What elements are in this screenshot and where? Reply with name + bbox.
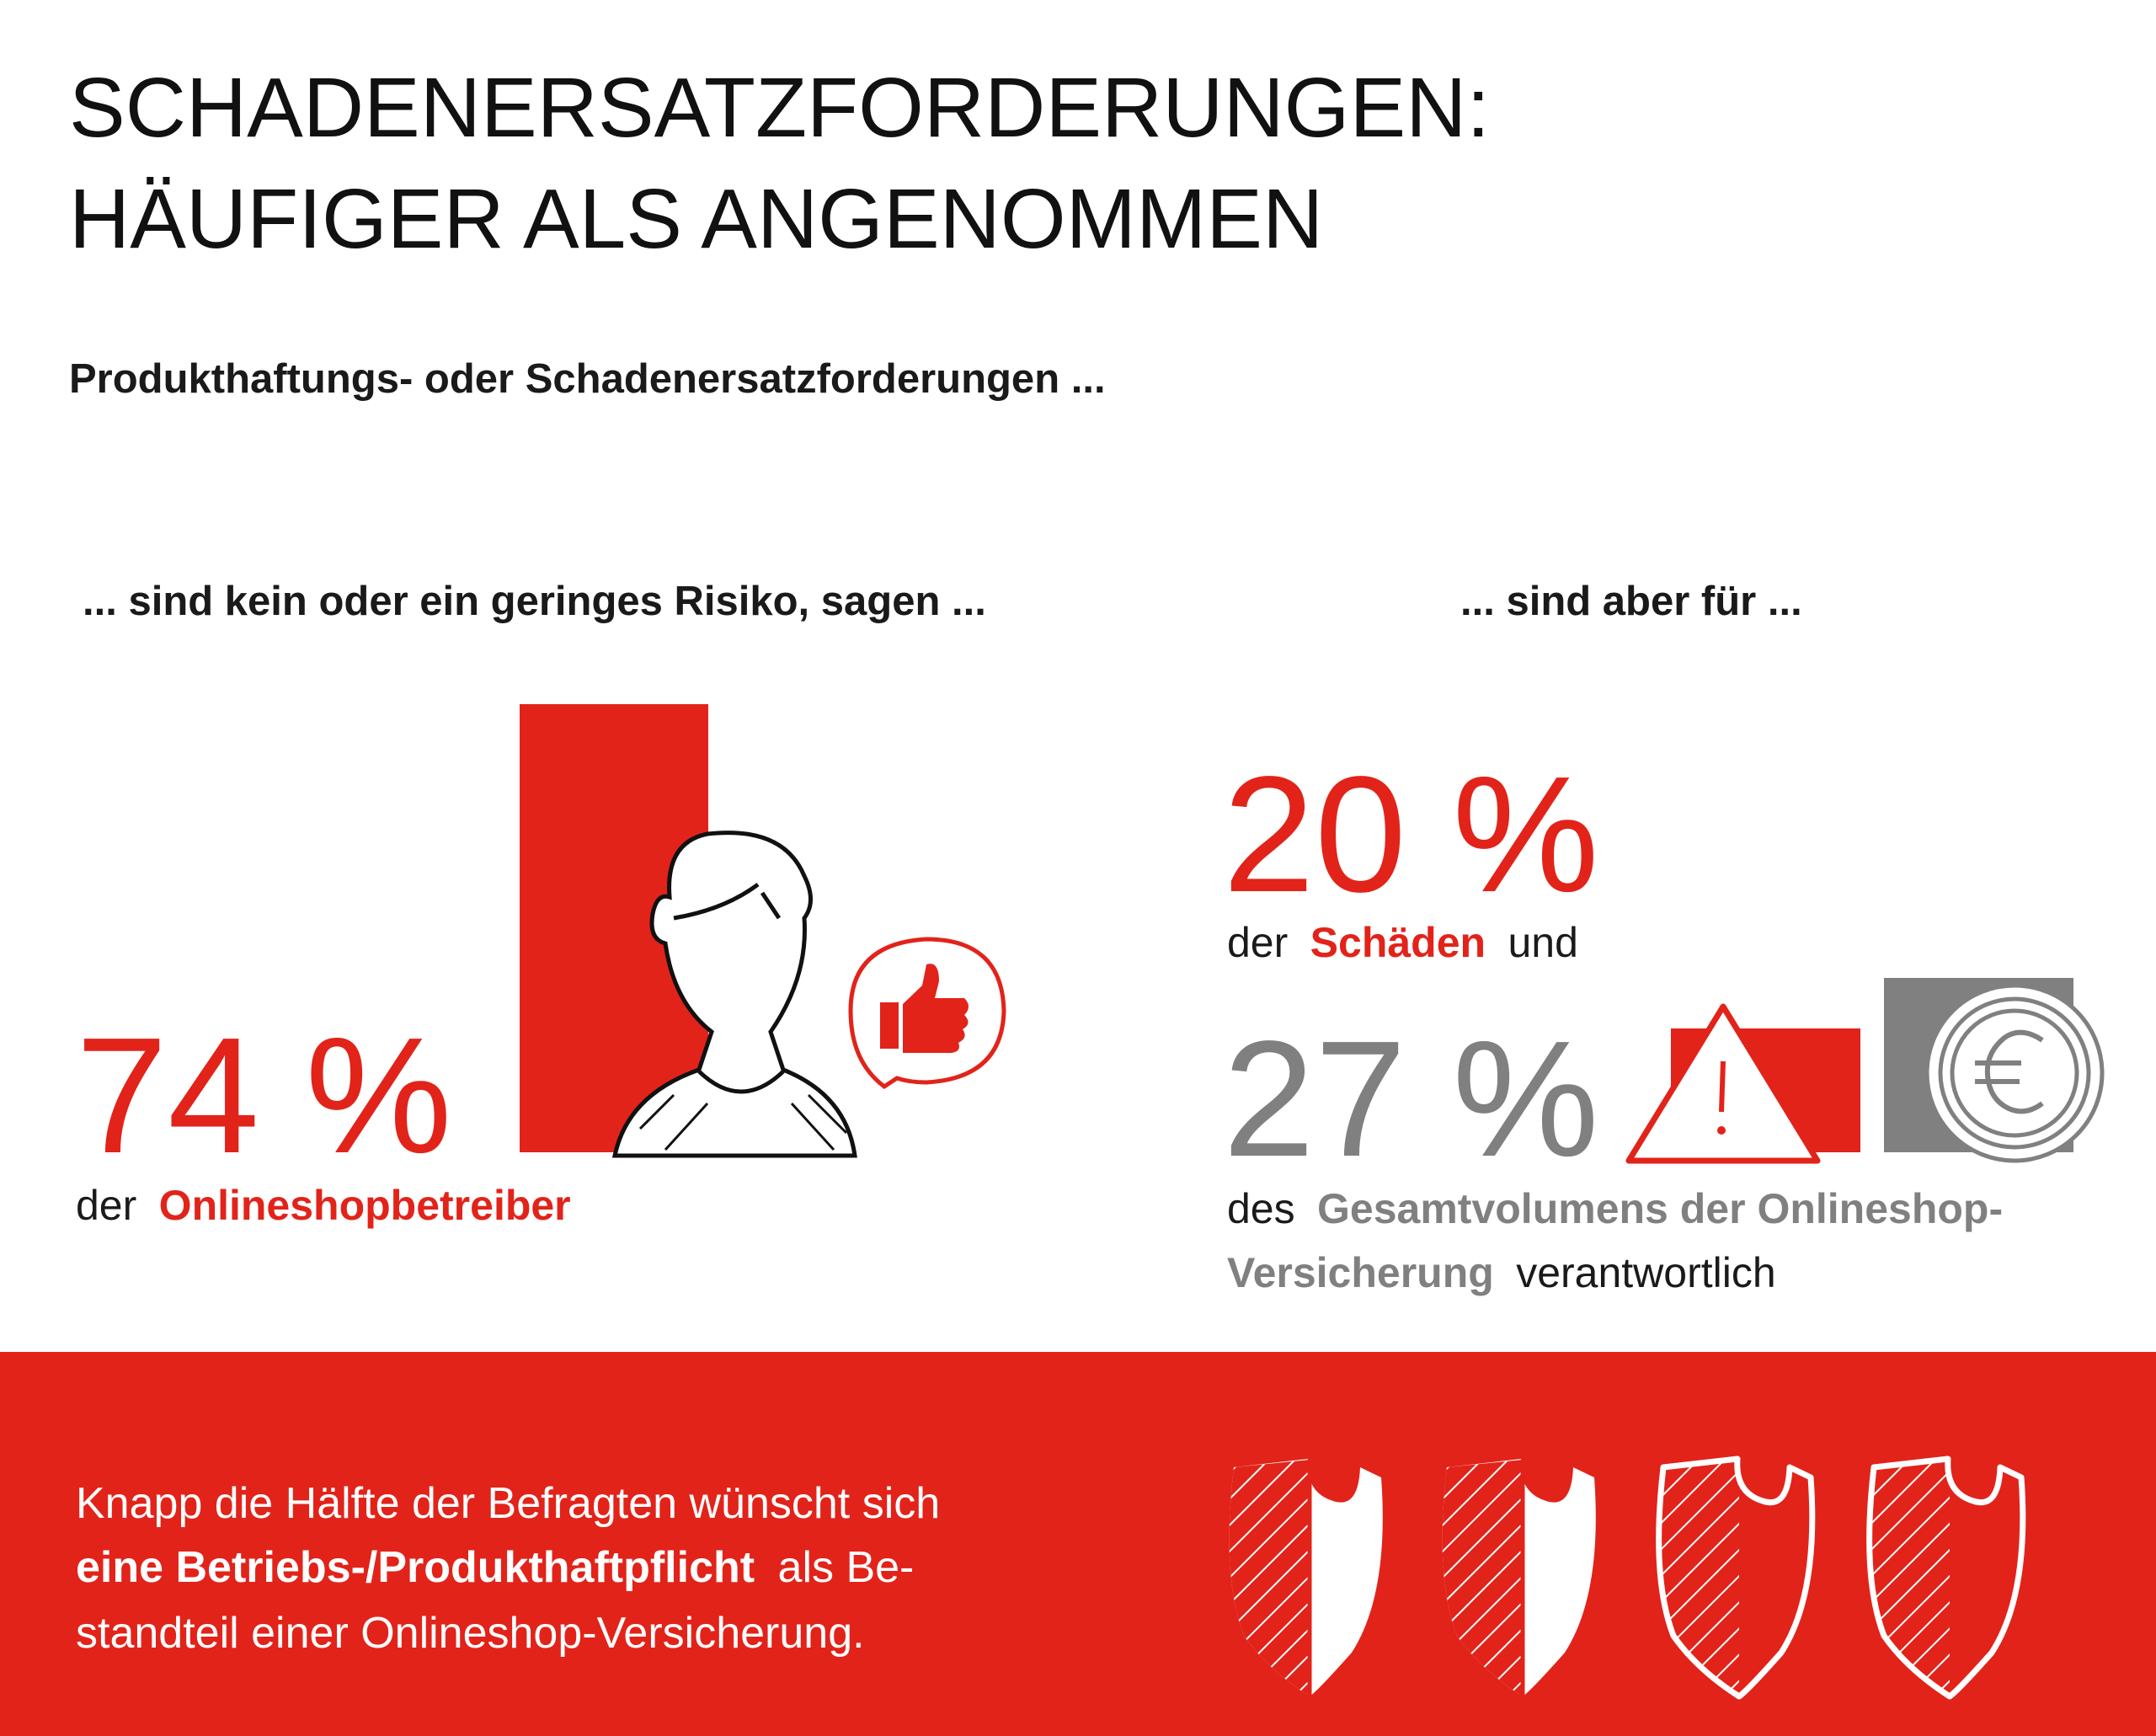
stat-27: 27 % <box>1223 1007 1599 1191</box>
caption-text: und <box>1508 919 1577 966</box>
caption-text: der <box>1227 919 1288 966</box>
footer-text: als Be- <box>778 1543 915 1592</box>
caption-highlight: Versicherung <box>1227 1249 1494 1296</box>
right-heading: ... sind aber für ... <box>1460 579 1802 624</box>
stat-20: 20 % <box>1223 742 1599 927</box>
footer-line: eine Betriebs-/Produkthaftpflicht als Be… <box>76 1543 914 1592</box>
right-caption-2: Versicherung verantwortlich <box>1227 1249 1776 1296</box>
title-line: SCHADENERSATZFORDERUNGEN: <box>69 61 1490 155</box>
left-heading: ... sind kein oder ein geringes Risiko, … <box>83 579 986 624</box>
caption-text: der <box>76 1182 136 1229</box>
stat-74: 74 % <box>76 1003 452 1188</box>
caption-text: verantwortlich <box>1516 1249 1775 1296</box>
warning-icon <box>1625 1003 1821 1164</box>
footer-highlight: eine Betriebs-/Produkthaftpflicht <box>76 1543 755 1592</box>
footer-line: Knapp die Hälfte der Befragten wünscht s… <box>76 1479 940 1528</box>
caption-highlight: Schäden <box>1310 919 1486 966</box>
right-caption-1: der Schäden und <box>1227 919 1578 966</box>
person-icon <box>611 831 857 1158</box>
footer-band <box>0 1352 2156 1736</box>
euro-coin-icon <box>1924 983 2105 1163</box>
caption-highlight: Onlineshopbetreiber <box>159 1182 571 1229</box>
subtitle: Produkthaftungs- oder Schadenersatzforde… <box>69 356 1106 402</box>
left-caption: der Onlineshopbetreiber <box>76 1182 571 1229</box>
thumbs-up-icon <box>848 937 1006 1090</box>
caption-text: des <box>1227 1185 1295 1232</box>
footer-line: standteil einer Onlineshop-Versicherung. <box>76 1609 865 1658</box>
caption-highlight: Gesamtvolumens der Onlineshop- <box>1317 1185 2003 1232</box>
title-line: HÄUFIGER ALS ANGENOMMEN <box>69 172 1323 266</box>
right-caption-2: des Gesamtvolumens der Onlineshop- <box>1227 1185 2003 1232</box>
